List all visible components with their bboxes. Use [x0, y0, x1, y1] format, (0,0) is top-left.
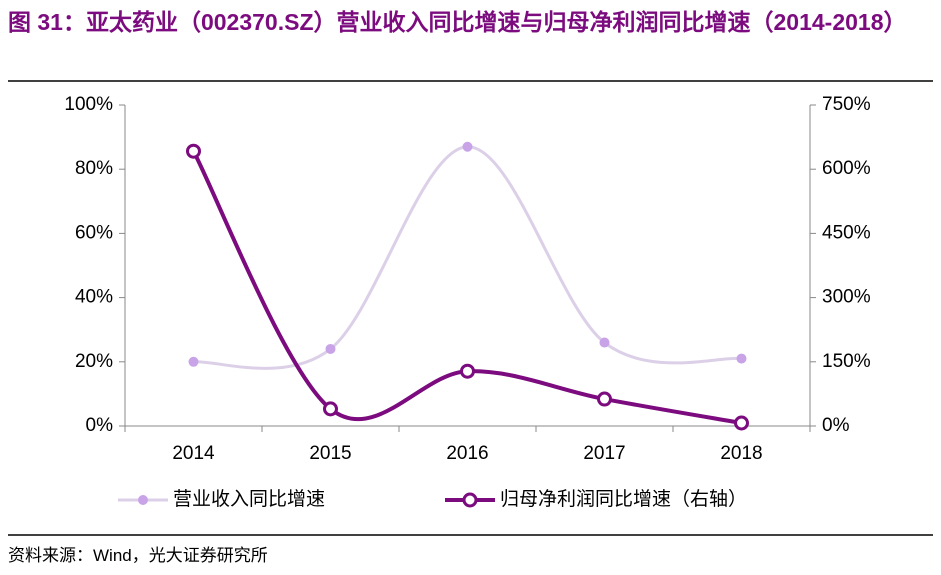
legend-marker	[138, 495, 148, 505]
y-tick-label: 100%	[64, 94, 113, 115]
series-marker	[462, 141, 473, 152]
chart-title: 图 31：亚太药业（002370.SZ）营业收入同比增速与归母净利润同比增速（2…	[8, 9, 907, 35]
series-marker	[323, 401, 338, 417]
y2-tick-label: 0%	[822, 415, 850, 436]
series-marker	[325, 343, 336, 354]
y2-tick-label: 300%	[822, 287, 871, 308]
series-marker	[599, 337, 610, 348]
series-marker	[188, 356, 199, 367]
x-tick-label: 2016	[446, 443, 488, 464]
x-tick-label: 2018	[720, 443, 762, 464]
legend-label: 营业收入同比增速	[173, 488, 325, 510]
series-line	[193, 145, 742, 370]
y2-tick-label: 450%	[822, 222, 871, 243]
y-tick-label: 0%	[86, 415, 114, 436]
x-tick-label: 2017	[583, 443, 625, 464]
series-marker	[597, 391, 612, 407]
legend-label: 归母净利润同比增速（右轴）	[500, 488, 747, 510]
y-tick-label: 60%	[75, 222, 113, 243]
source-note: 资料来源：Wind，光大证券研究所	[8, 546, 268, 565]
y2-tick-label: 750%	[822, 94, 871, 115]
series-line	[191, 150, 742, 425]
y-tick-label: 20%	[75, 351, 113, 372]
y2-tick-label: 600%	[822, 158, 871, 179]
series-marker	[734, 415, 749, 431]
series-marker	[460, 363, 475, 379]
series-marker	[186, 143, 201, 159]
x-tick-label: 2015	[309, 443, 351, 464]
y-tick-label: 40%	[75, 287, 113, 308]
series-marker	[736, 353, 747, 364]
y-tick-label: 80%	[75, 158, 113, 179]
y2-tick-label: 150%	[822, 351, 871, 372]
legend-marker	[462, 492, 478, 508]
x-tick-label: 2014	[172, 443, 215, 464]
